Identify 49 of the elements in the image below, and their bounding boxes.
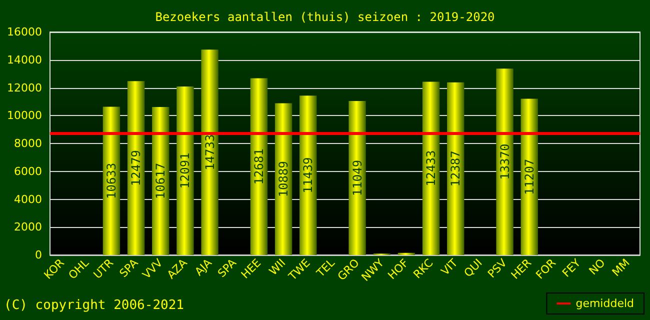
legend-label: gemiddeld: [576, 297, 634, 310]
data-label: 14733: [202, 134, 217, 170]
data-label: 12681: [252, 148, 266, 185]
x-tick-label: NO: [586, 256, 608, 278]
y-tick-label: 12000: [7, 81, 42, 94]
bar: [520, 98, 538, 255]
bar: [274, 103, 292, 255]
x-tick-label: SPA: [215, 256, 240, 280]
y-tick-label: 6000: [14, 164, 42, 178]
y-tick-label: 14000: [7, 53, 42, 66]
data-label: 13370: [498, 144, 512, 180]
y-tick-label: 10000: [7, 109, 42, 122]
data-label: 11049: [350, 160, 364, 196]
x-tick-label: UTR: [91, 256, 116, 282]
data-label: 12433: [424, 150, 438, 186]
bar: [102, 106, 120, 255]
bar: [422, 82, 440, 255]
x-tick-label: QUI: [462, 256, 485, 280]
y-tick-label: 8000: [14, 137, 42, 150]
chart-title: Bezoekers aantallen (thuis) seizoen : 2019-2020: [155, 10, 495, 24]
bar: [496, 68, 514, 255]
bar: [447, 82, 464, 255]
y-tick-label: 0: [35, 248, 42, 262]
data-label: 10633: [104, 162, 118, 199]
x-tick-label: WII: [266, 256, 288, 278]
data-label: 11207: [522, 158, 536, 195]
bar: [152, 107, 170, 255]
bar: [201, 50, 218, 255]
data-label: 11439: [301, 157, 316, 194]
bar: [300, 96, 317, 255]
y-tick-label: 16000: [7, 26, 42, 38]
bar: [176, 86, 194, 255]
data-label: 12387: [448, 150, 463, 187]
data-label: 12479: [129, 150, 144, 186]
x-tick-label: MM: [610, 256, 632, 280]
bar: [348, 101, 366, 255]
data-label: 12091: [178, 152, 192, 189]
x-tick-label: VIT: [438, 256, 460, 278]
x-tick-label: AJA: [192, 256, 215, 278]
x-tick-label: OHL: [66, 256, 92, 282]
data-label: 10889: [276, 161, 291, 198]
bar: [250, 78, 268, 255]
bar: [127, 81, 145, 255]
text: (C) copyright 2006-2021: [4, 298, 184, 313]
y-tick-label: 2000: [14, 220, 42, 234]
x-tick-label: TEL: [313, 256, 338, 280]
x-tick-label: SPA: [117, 256, 141, 280]
y-tick-label: 4000: [14, 192, 42, 206]
data-label: 10617: [154, 162, 168, 200]
